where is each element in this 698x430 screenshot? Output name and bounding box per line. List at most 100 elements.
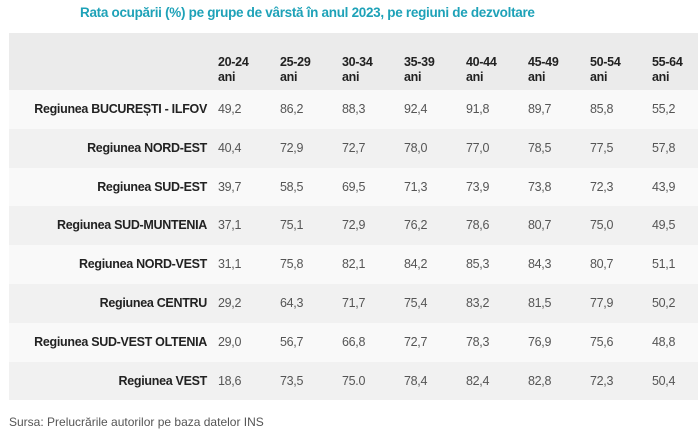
table-cell: 83,2 [466, 295, 490, 310]
table-cell: 75,0 [590, 218, 614, 233]
table-cell: 39,7 [218, 179, 242, 194]
table-cell: 73,9 [466, 179, 490, 194]
table-cell: 49,2 [218, 102, 242, 116]
table-cell: 71,3 [404, 179, 428, 194]
table-cell: 71,7 [342, 295, 366, 310]
table-row: Regiunea VEST 18,6 73,5 75.0 78,4 82,4 82,8 72,… [9, 361, 698, 401]
table-cell: 89,7 [528, 102, 552, 116]
column-header-unit: ani [218, 70, 236, 84]
table-cell: 82,4 [466, 373, 490, 388]
table-cell: 73,8 [528, 179, 552, 194]
column-header-unit: ani [342, 70, 360, 84]
column-header-unit: ani [590, 70, 608, 84]
table-cell: 56,7 [280, 334, 304, 349]
table-cell: 76,2 [404, 218, 428, 233]
row-label: Regiunea SUD-EST [97, 179, 207, 194]
column-header: 40-44 ani [466, 55, 497, 85]
table-cell: 50,4 [652, 373, 676, 388]
table-cell: 75,8 [280, 257, 304, 272]
row-label: Regiunea VEST [118, 373, 208, 388]
table-cell: 72,3 [590, 373, 614, 388]
table-cell: 18,6 [218, 373, 242, 388]
column-header-unit: ani [280, 70, 298, 84]
table-cell: 81,5 [528, 295, 552, 310]
table-cell: 82,8 [528, 373, 552, 388]
table-cell: 51,1 [652, 257, 676, 272]
column-header: 45-49 ani [528, 55, 559, 85]
table-cell: 80,7 [528, 218, 552, 233]
table-cell: 66,8 [342, 334, 366, 349]
table-row: Regiunea BUCUREȘTI - ILFOV 49,2 86,2 88,3 92… [9, 90, 698, 129]
data-table: 20-24 ani 25-29 ani 30-34 ani 35-39 ani 40-44 ani… [9, 33, 698, 401]
table-cell: 64,3 [280, 295, 304, 310]
row-label: Regiunea NORD-EST [87, 140, 207, 155]
table-cell: 85,8 [590, 102, 614, 116]
table-cell: 78,0 [404, 140, 428, 155]
table-cell: 29,0 [218, 334, 242, 349]
column-header: 30-34 ani [342, 55, 373, 85]
column-header: 50-54 ani [590, 55, 621, 85]
table-cell: 78,4 [404, 373, 428, 388]
table-cell: 92,4 [404, 102, 428, 116]
table-cell: 69,5 [342, 179, 366, 194]
table-cell: 72,9 [280, 140, 304, 155]
table-cell: 37,1 [218, 218, 242, 233]
row-label: Regiunea NORD-VEST [79, 257, 207, 272]
table-cell: 85,3 [466, 257, 490, 272]
column-header: 55-64 ani [652, 55, 683, 85]
table-cell: 31,1 [218, 257, 242, 272]
table-cell: 29,2 [218, 295, 242, 310]
column-header-range: 35-39 [404, 55, 435, 69]
table-body: Regiunea BUCUREȘTI - ILFOV 49,2 86,2 88,3 92… [9, 90, 698, 401]
table-cell: 40,4 [218, 140, 242, 155]
table-cell: 58,5 [280, 179, 304, 194]
column-header-range: 55-64 [652, 55, 683, 69]
table-cell: 49,5 [652, 218, 676, 233]
table-cell: 72,9 [342, 218, 366, 233]
column-header: 25-29 ani [280, 55, 311, 85]
column-header-unit: ani [652, 70, 670, 84]
column-header-range: 25-29 [280, 55, 311, 69]
table-row: Regiunea SUD-VEST OLTENIA 29,0 56,7 66,8 72,… [9, 322, 698, 362]
table-cell: 72,3 [590, 179, 614, 194]
table-cell: 76,9 [528, 334, 552, 349]
table-cell: 84,3 [528, 257, 552, 272]
table-cell: 75,4 [404, 295, 428, 310]
column-header-range: 50-54 [590, 55, 621, 69]
table-cell: 72,7 [342, 140, 366, 155]
table-cell: 88,3 [342, 102, 366, 116]
table-header: 20-24 ani 25-29 ani 30-34 ani 35-39 ani 40-44 ani… [9, 33, 698, 90]
column-header-unit: ani [528, 70, 546, 84]
table-cell: 57,8 [652, 140, 676, 155]
table-cell: 80,7 [590, 257, 614, 272]
table-cell: 48,8 [652, 334, 676, 349]
row-label: Regiunea BUCUREȘTI - ILFOV [34, 102, 207, 116]
table-cell: 91,8 [466, 102, 490, 116]
table-row: Regiunea SUD-EST 39,7 58,5 69,5 71,3 73,9 73,8… [9, 167, 698, 207]
table-row: Regiunea NORD-EST 40,4 72,9 72,7 78,0 77,0 78,… [9, 128, 698, 168]
table-cell: 77,9 [590, 295, 614, 310]
table-cell: 50,2 [652, 295, 676, 310]
table-cell: 43,9 [652, 179, 676, 194]
table-cell: 55,2 [652, 102, 676, 116]
column-header: 35-39 ani [404, 55, 435, 85]
table-cell: 77,0 [466, 140, 490, 155]
table-cell: 75,6 [590, 334, 614, 349]
table-cell: 78,3 [466, 334, 490, 349]
column-header: 20-24 ani [218, 55, 249, 85]
column-header-unit: ani [404, 70, 422, 84]
table-cell: 86,2 [280, 102, 304, 116]
table-cell: 78,6 [466, 218, 490, 233]
table-cell: 82,1 [342, 257, 366, 272]
column-header-unit: ani [466, 70, 484, 84]
table-cell: 72,7 [404, 334, 428, 349]
table-cell: 77,5 [590, 140, 614, 155]
column-header-range: 45-49 [528, 55, 559, 69]
table-row: Regiunea SUD-MUNTENIA 37,1 75,1 72,9 76,2 78,… [9, 206, 698, 246]
source-note: Sursa: Prelucrările autorilor pe baza da… [9, 415, 264, 429]
table-cell: 78,5 [528, 140, 552, 155]
row-label: Regiunea CENTRU [99, 295, 208, 310]
row-label: Regiunea SUD-VEST OLTENIA [34, 334, 207, 349]
table-cell: 75.0 [342, 373, 366, 388]
column-header-range: 40-44 [466, 55, 497, 69]
